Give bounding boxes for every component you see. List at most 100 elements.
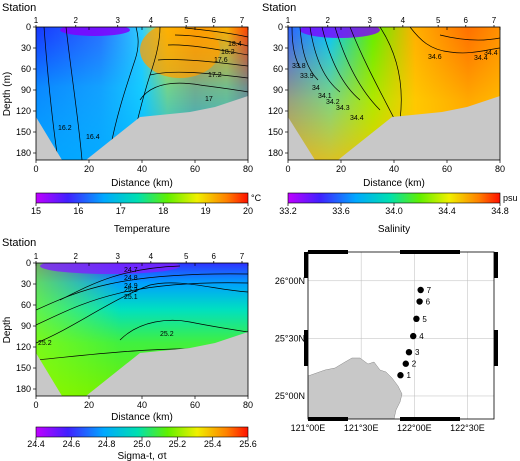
salinity-colorbar-label: Salinity xyxy=(378,224,410,235)
y-tick-label: 30 xyxy=(21,43,31,53)
sigma-t-contour-label-5: 24.9 xyxy=(124,283,138,290)
map-station-label: 3 xyxy=(415,348,420,357)
temperature-contour-label-5: 17.6 xyxy=(214,57,228,64)
y-tick-label: 0 xyxy=(26,258,31,268)
sigma-t-colorbar-strip xyxy=(35,426,249,438)
salinity-colorbar-unit: psu xyxy=(503,193,518,203)
x-tick-label: 0 xyxy=(33,164,38,174)
map-station-dot xyxy=(416,298,423,305)
sigma-t-colorbar: 24.4 24.6 24.8 25.0 25.2 25.4 25.6 Sigma-t, σt xyxy=(27,426,257,461)
station-label: 4 xyxy=(149,16,154,25)
station-label: 7 xyxy=(240,252,245,261)
salinity-contour-label-7: 34.4 xyxy=(350,115,364,122)
map-station-label: 1 xyxy=(406,371,411,380)
sigma-t-colorbar-label: Sigma-t, σt xyxy=(118,451,167,461)
y-tick-label: 120 xyxy=(268,106,283,116)
temperature-cold-core xyxy=(60,27,130,36)
y-tick-label: 120 xyxy=(16,342,31,352)
x-tick-label: 40 xyxy=(137,400,147,410)
station-map: 12 3 4 5 6 7 121°00E 121°30E 122°00E 122°30E 26°0… xyxy=(275,250,498,433)
temperature-panel-title: Station xyxy=(2,2,36,14)
x-tick-label: 60 xyxy=(190,400,200,410)
sigma-t-contour-label-2: 25.1 xyxy=(124,294,138,301)
colorbar-tick-label: 17 xyxy=(116,206,126,216)
station-label: 3 xyxy=(115,16,120,25)
x-tick-label: 0 xyxy=(33,400,38,410)
sigma-t-contour-label-7: 25.2 xyxy=(38,340,52,347)
colorbar-tick-label: 34.8 xyxy=(491,206,509,216)
y-tick-label: 150 xyxy=(16,127,31,137)
station-label: 4 xyxy=(401,16,406,25)
colorbar-tick-label: 15 xyxy=(31,206,41,216)
colorbar-tick-label: 34.0 xyxy=(385,206,403,216)
map-station-label: 2 xyxy=(412,360,417,369)
colorbar-tick-label: 19 xyxy=(201,206,211,216)
x-tick-label: 20 xyxy=(84,400,94,410)
station-label: 3 xyxy=(115,252,120,261)
map-lon-label: 121°00E xyxy=(291,423,326,433)
map-station-dot xyxy=(397,372,404,379)
map-station-label: 5 xyxy=(422,315,427,324)
temperature-warm-core xyxy=(140,27,220,78)
y-tick-label: 90 xyxy=(273,85,283,95)
station-label: 5 xyxy=(184,252,189,261)
temperature-contour-label-6: 18.2 xyxy=(221,49,235,56)
colorbar-tick-label: 16 xyxy=(73,206,83,216)
station-label: 6 xyxy=(212,252,217,261)
x-tick-label: 0 xyxy=(285,164,290,174)
x-tick-label: 80 xyxy=(243,164,253,174)
temperature-axes: 0 20 40 60 80 0 30 60 90 120 150 180 xyxy=(16,22,253,174)
colorbar-tick-label: 25.2 xyxy=(169,439,187,449)
map-station-label: 7 xyxy=(427,286,432,295)
salinity-contour-label-1: 33.8 xyxy=(292,63,306,70)
x-tick-label: 20 xyxy=(84,164,94,174)
salinity-axes: 0 20 40 60 80 0 30 60 90 120 150 180 xyxy=(268,22,505,174)
salinity-fresh-core xyxy=(300,27,380,38)
station-label: 6 xyxy=(212,16,217,25)
colorbar-tick-label: 24.4 xyxy=(27,439,45,449)
station-label: 7 xyxy=(240,16,245,25)
y-tick-label: 60 xyxy=(21,64,31,74)
map-station-dot xyxy=(413,315,420,322)
temperature-colorbar-unit: °C xyxy=(251,193,262,203)
sigma-t-contour-label-3: 24.7 xyxy=(124,267,138,274)
colorbar-tick-label: 24.8 xyxy=(98,439,116,449)
sigma-t-colorbar-ticks: 24.4 24.6 24.8 25.0 25.2 25.4 25.6 xyxy=(27,437,257,449)
map-lon-label: 122°30E xyxy=(450,423,485,433)
temperature-seabed-left xyxy=(36,117,62,160)
temperature-seabed-right xyxy=(86,96,248,160)
salinity-colorbar-ticks: 33.2 33.6 34.0 34.4 34.8 xyxy=(279,203,509,216)
map-lat-label: 25°00N xyxy=(275,391,305,401)
station-label: 5 xyxy=(184,16,189,25)
colorbar-tick-label: 20 xyxy=(243,206,253,216)
sigma-t-panel: Station 1 2 3 4 5 6 7 25.2 25.1 24.7 24.8 24.9… xyxy=(2,237,257,461)
salinity-colorbar: psu 33.2 33.6 34.0 34.4 34.8 Salinity xyxy=(279,192,518,235)
sigma-t-y-axis-label: Depth xyxy=(2,317,13,344)
salinity-contour-label-5: 34.2 xyxy=(326,99,340,106)
station-label: 1 xyxy=(34,252,39,261)
station-label: 5 xyxy=(436,16,441,25)
temperature-field xyxy=(36,27,248,160)
station-label: 2 xyxy=(74,252,79,261)
temperature-contour-label-3: 17 xyxy=(205,96,213,103)
x-tick-label: 20 xyxy=(336,164,346,174)
temperature-y-axis-label: Depth (m) xyxy=(2,72,13,116)
salinity-contour-labels: 33.8 33.9 34 34.1 34.2 34.3 34.4 34.6 34… xyxy=(292,50,498,122)
x-tick-label: 40 xyxy=(137,164,147,174)
y-tick-label: 30 xyxy=(21,279,31,289)
sigma-t-panel-title: Station xyxy=(2,237,36,249)
station-label: 1 xyxy=(286,16,291,25)
x-tick-label: 60 xyxy=(442,164,452,174)
map-frame xyxy=(304,250,498,421)
salinity-contour-label-3: 34 xyxy=(312,85,320,92)
salinity-colorbar-strip xyxy=(287,192,501,204)
station-label: 7 xyxy=(492,16,497,25)
y-tick-label: 180 xyxy=(16,384,31,394)
colorbar-tick-label: 33.6 xyxy=(332,206,350,216)
temperature-contour-label-4: 17.2 xyxy=(208,72,222,79)
sigma-t-x-axis-label: Distance (km) xyxy=(111,412,173,423)
x-tick-label: 80 xyxy=(495,164,505,174)
station-label: 2 xyxy=(74,16,79,25)
y-tick-label: 90 xyxy=(21,321,31,331)
y-tick-label: 120 xyxy=(16,106,31,116)
